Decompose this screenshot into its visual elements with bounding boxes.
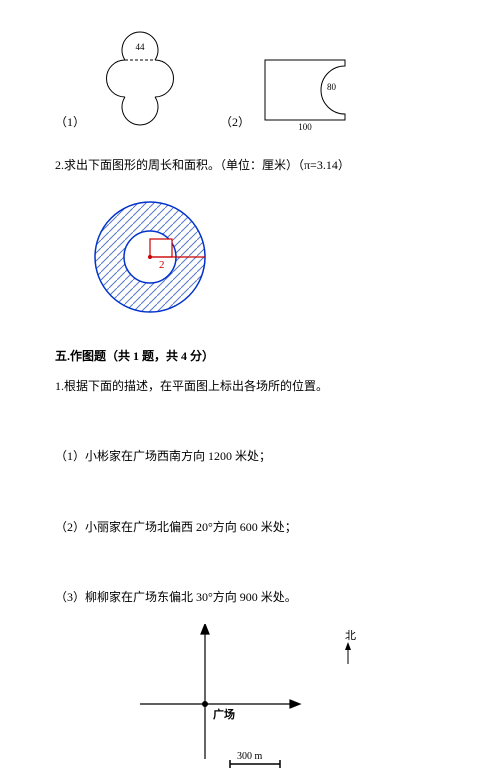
q5-item-1: （1）小彬家在广场西南方向 1200 米处；: [55, 446, 445, 468]
figure-2-rect: 100 80: [255, 50, 360, 130]
figure-annulus: 2: [85, 192, 445, 322]
figure-row-1-2: （1） 44 （2） 100: [55, 25, 445, 130]
figure-2-label: （2）: [220, 113, 250, 130]
figure-1-group: （1） 44: [55, 25, 190, 130]
q5-item-2: （2）小丽家在广场北偏西 20°方向 600 米处；: [55, 517, 445, 539]
figure-2-group: （2） 100 80: [220, 50, 360, 130]
figure-2-height-label: 80: [327, 82, 337, 92]
figure-1-clover: 44: [90, 25, 190, 130]
question-2-text: 2.求出下面图形的周长和面积。（单位：厘米）（π=3.14）: [55, 155, 445, 177]
map-scale-label: 300 m: [237, 751, 263, 762]
annulus-radius-label: 2: [159, 259, 165, 271]
figure-1-arc-label: 44: [136, 42, 146, 52]
q5-item-3: （3）柳柳家在广场东偏北 30°方向 900 米处。: [55, 587, 445, 609]
figure-1-label: （1）: [55, 113, 85, 130]
map-center-label: 广场: [213, 707, 235, 721]
map-north-label: 北: [345, 629, 356, 642]
figure-map: 广场 北 300 m: [135, 624, 445, 779]
figure-2-width-label: 100: [298, 122, 312, 130]
q5-intro: 1.根据下面的描述，在平面图上标出各场所的位置。: [55, 376, 445, 398]
section-5-title: 五.作图题（共 1 题，共 4 分）: [55, 347, 445, 364]
